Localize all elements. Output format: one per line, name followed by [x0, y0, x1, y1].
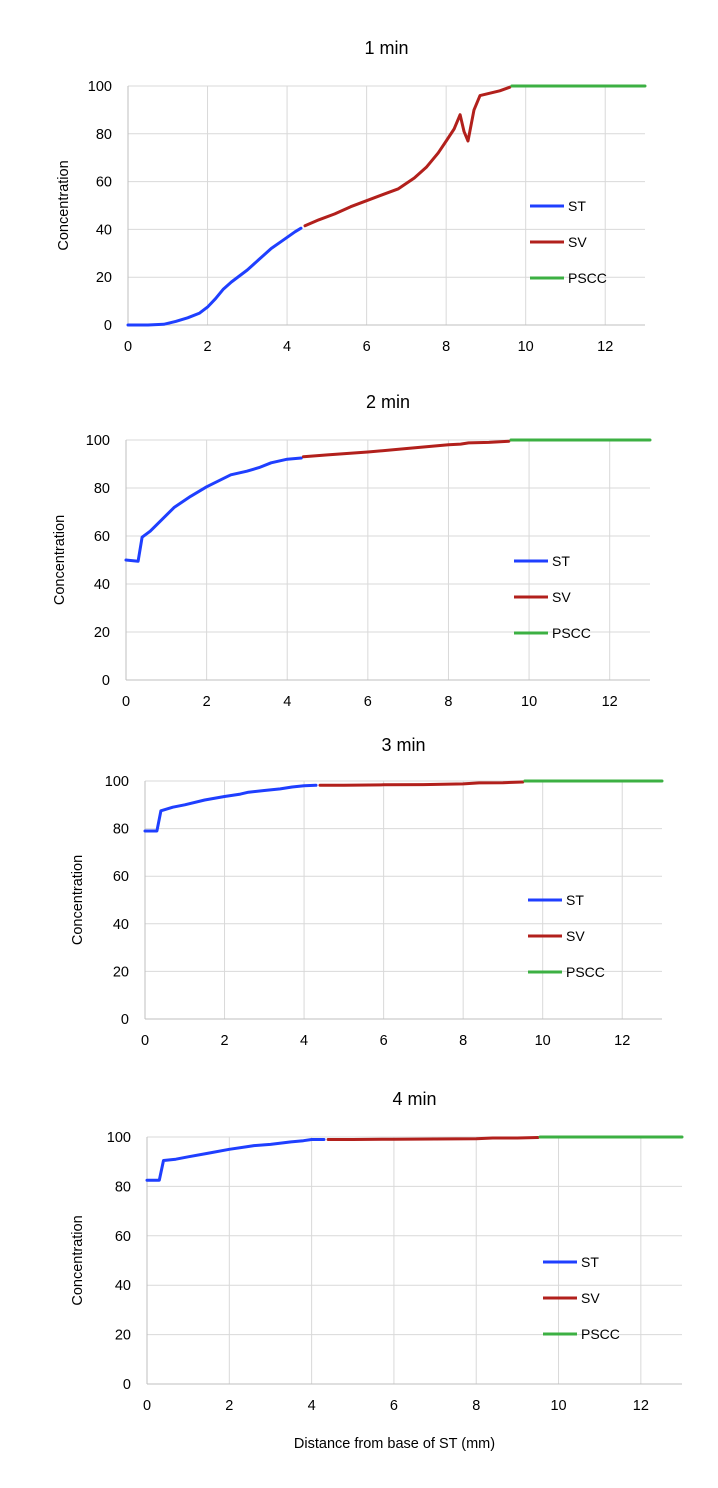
x-tick-label: 8	[472, 1398, 480, 1414]
y-tick-label: 0	[104, 318, 112, 334]
x-tick-label: 4	[308, 1398, 316, 1414]
x-tick-label: 4	[300, 1033, 308, 1049]
x-tick-label: 12	[602, 694, 618, 710]
y-tick-label: 80	[115, 1179, 131, 1195]
x-axis-label: Distance from base of ST (mm)	[294, 1436, 495, 1452]
x-tick-label: 8	[459, 1033, 467, 1049]
x-tick-label: 2	[203, 694, 211, 710]
x-tick-label: 2	[220, 1033, 228, 1049]
x-tick-label: 8	[444, 694, 452, 710]
legend-label-st: ST	[581, 1254, 599, 1270]
chart-title: 2 min	[366, 392, 410, 412]
legend-label-st: ST	[552, 553, 570, 569]
y-tick-label: 100	[88, 79, 112, 95]
y-tick-label: 40	[113, 917, 129, 933]
y-tick-label: 20	[96, 270, 112, 286]
chart-title: 3 min	[381, 735, 425, 755]
series-line-st	[145, 1138, 326, 1182]
legend-label-pscc: PSCC	[552, 625, 591, 641]
x-tick-label: 6	[364, 694, 372, 710]
y-tick-label: 40	[94, 577, 110, 593]
series-line-sv	[326, 1136, 540, 1141]
y-tick-label: 60	[113, 869, 129, 885]
y-axis-label: Concentration	[70, 855, 86, 945]
y-tick-label: 0	[123, 1377, 131, 1393]
y-tick-label: 100	[86, 433, 110, 449]
x-tick-label: 2	[203, 339, 211, 355]
y-tick-label: 0	[102, 673, 110, 689]
legend-label-sv: SV	[566, 928, 585, 944]
series-line-sv	[318, 780, 525, 787]
legend-label-sv: SV	[581, 1290, 600, 1306]
y-tick-label: 40	[96, 222, 112, 238]
legend-label-pscc: PSCC	[566, 964, 605, 980]
y-axis-label: Concentration	[56, 160, 72, 250]
x-tick-label: 10	[518, 339, 534, 355]
y-tick-label: 20	[115, 1328, 131, 1344]
legend-label-st: ST	[566, 892, 584, 908]
series-line-sv	[301, 439, 511, 459]
y-axis-label: Concentration	[52, 515, 68, 605]
y-tick-label: 60	[96, 175, 112, 191]
x-tick-label: 2	[225, 1398, 233, 1414]
x-tick-label: 10	[535, 1033, 551, 1049]
series-line-st	[124, 456, 303, 563]
x-tick-label: 6	[390, 1398, 398, 1414]
y-tick-label: 100	[105, 774, 129, 790]
chart-title: 4 min	[392, 1089, 436, 1109]
series-line-st	[126, 226, 303, 327]
x-tick-label: 6	[363, 339, 371, 355]
chart-panel-1: 1 min 0 20 40 60 80 100 0 2 4 6 8 10 12 Concentration S…	[56, 38, 647, 355]
x-tick-label: 4	[283, 694, 291, 710]
chart-panel-3: 3 min 0 20 40 60 80 100 0 2 4 6 8 10 12 Concentration S…	[70, 735, 664, 1049]
y-tick-label: 40	[115, 1278, 131, 1294]
chart-panel-4: 4 min 0 20 40 60 80 100 0 2 4 6 8 10 12 Concentration D…	[70, 1089, 684, 1452]
x-tick-label: 8	[442, 339, 450, 355]
x-tick-label: 6	[380, 1033, 388, 1049]
legend-label-st: ST	[568, 198, 586, 214]
legend-label-pscc: PSCC	[581, 1326, 620, 1342]
series-line-sv	[303, 85, 512, 228]
y-tick-label: 80	[96, 127, 112, 143]
y-axis-label: Concentration	[70, 1215, 86, 1305]
x-tick-label: 0	[122, 694, 130, 710]
y-tick-label: 60	[115, 1229, 131, 1245]
y-tick-label: 20	[113, 964, 129, 980]
x-tick-label: 4	[283, 339, 291, 355]
x-tick-label: 12	[614, 1033, 630, 1049]
x-tick-label: 12	[633, 1398, 649, 1414]
x-tick-label: 0	[124, 339, 132, 355]
chart-title: 1 min	[364, 38, 408, 58]
x-tick-label: 0	[143, 1398, 151, 1414]
y-tick-label: 80	[113, 822, 129, 838]
y-tick-label: 20	[94, 625, 110, 641]
x-tick-label: 10	[550, 1398, 566, 1414]
series-line-st	[143, 783, 318, 833]
x-tick-label: 0	[141, 1033, 149, 1049]
x-tick-label: 12	[597, 339, 613, 355]
legend-label-sv: SV	[568, 234, 587, 250]
legend-label-sv: SV	[552, 589, 571, 605]
y-tick-label: 60	[94, 529, 110, 545]
legend-label-pscc: PSCC	[568, 270, 607, 286]
y-tick-label: 80	[94, 481, 110, 497]
y-tick-label: 100	[107, 1130, 131, 1146]
y-tick-label: 0	[121, 1012, 129, 1028]
x-tick-label: 10	[521, 694, 537, 710]
chart-panel-2: 2 min 0 20 40 60 80 100 0 2 4 6 8 10 12 Concentration S…	[52, 392, 652, 710]
